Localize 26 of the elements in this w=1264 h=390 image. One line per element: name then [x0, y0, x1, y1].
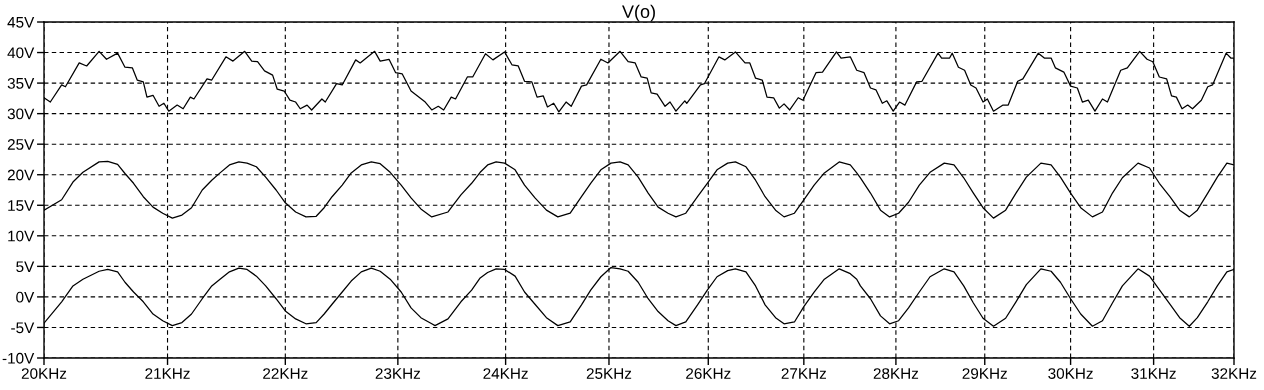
x-tick-label: 31KHz	[1131, 368, 1176, 379]
y-tick-label: 10V	[8, 230, 35, 242]
chart-title: V(o)	[622, 4, 655, 22]
x-tick-label: 27KHz	[781, 368, 826, 379]
y-tick-label: 20V	[7, 169, 35, 181]
x-tick-label: 21KHz	[145, 368, 190, 379]
x-tick-label: 29KHz	[962, 368, 1007, 379]
x-tick-label: 22KHz	[263, 368, 308, 379]
y-tick-label: 40V	[7, 47, 35, 59]
x-tick-label: 30KHz	[1048, 368, 1093, 379]
y-tick-label: 0V	[16, 291, 35, 303]
x-tick-label: 24KHz	[483, 368, 528, 379]
y-tick-label: 25V	[7, 139, 35, 150]
x-tick-label: 23KHz	[375, 368, 421, 379]
x-tick-label: 26KHz	[686, 368, 731, 379]
x-tick-label: 20KHz	[21, 368, 67, 379]
y-tick-label: 35V	[7, 77, 35, 89]
y-tick-label: -10V	[2, 352, 35, 364]
y-tick-label: 30V	[7, 108, 35, 120]
y-tick-label: -5V	[11, 322, 35, 334]
x-tick-label: 28KHz	[873, 368, 919, 379]
y-tick-label: 15V	[8, 200, 35, 211]
x-tick-label: 25KHz	[586, 368, 632, 379]
y-tick-label: 5V	[16, 261, 35, 273]
y-tick-label: 45V	[7, 17, 35, 28]
x-tick-label: 32KHz	[1211, 368, 1257, 379]
